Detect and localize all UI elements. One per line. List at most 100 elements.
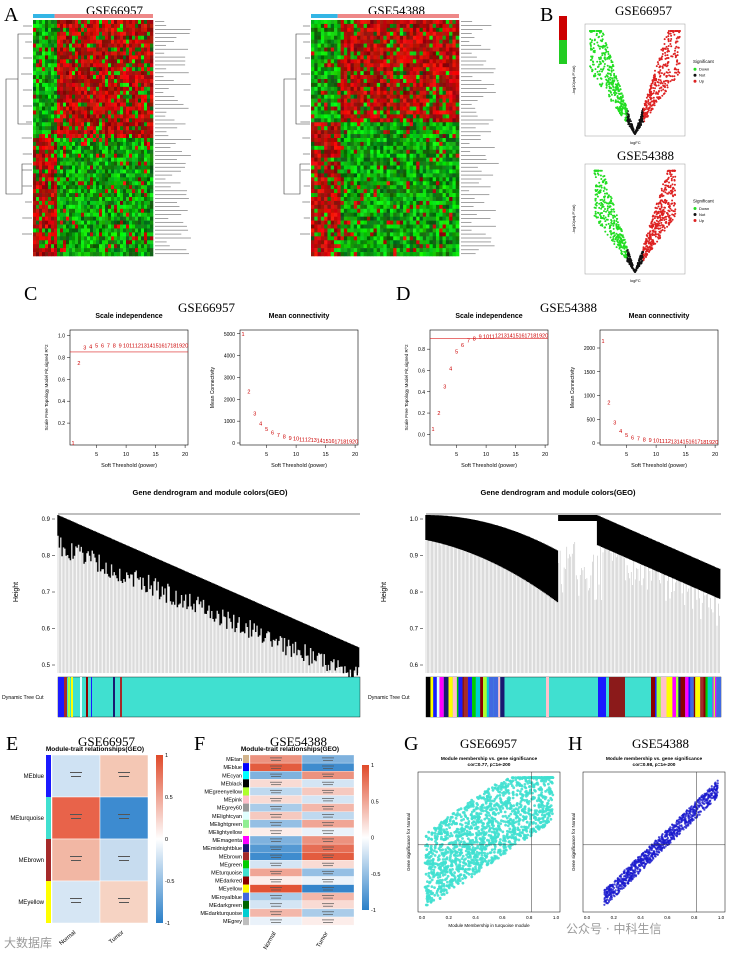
d-dendro-ytick-label: 1.0 <box>410 517 419 523</box>
panel-e-cell-text <box>71 818 81 819</box>
D-r2-point-15: 15 <box>513 333 519 339</box>
panel-a-dendrogram-2 <box>283 25 310 235</box>
dendrogram-right: Gene dendrogram and module colors(GEO) He… <box>368 488 722 718</box>
panel-e-cell-text <box>119 776 129 777</box>
C-r2-ytick-label: 0.4 <box>58 399 65 405</box>
C-scale-independence-xtick-label: 10 <box>123 452 129 458</box>
G-scatter-xtick-label: 1.0 <box>553 915 560 920</box>
C-k-point-10: 10 <box>293 437 299 443</box>
watermark-left: 大数据库 <box>4 936 53 950</box>
panel-label-e: E <box>6 733 19 755</box>
d-tree-cut-band <box>609 677 625 717</box>
d-tree-cut-band <box>546 677 549 717</box>
D-r2-point-11: 11 <box>489 334 495 340</box>
c-dendro-ylabel: Height <box>13 582 20 602</box>
panel-c-dataset: GSE66957 <box>178 300 236 315</box>
C-k-ytick-label: 5000 <box>224 332 235 338</box>
G-scatter-title: Module membership vs. gene significance <box>441 756 538 762</box>
panel-f-cell <box>301 843 355 853</box>
C-k-point-16: 16 <box>328 439 334 445</box>
panel-f-cell-text <box>322 822 334 824</box>
d-dendro-ytick-label: 0.8 <box>410 590 419 596</box>
panel-e-colorbar <box>156 755 163 923</box>
C-k-point-15: 15 <box>323 439 329 445</box>
D-r2-ytick-label: 0.6 <box>418 368 425 374</box>
panel-f-cell-text <box>271 857 281 858</box>
D-k-point-15: 15 <box>683 440 689 446</box>
volcano-gse66957-frame <box>584 23 686 137</box>
C-mean-connectivity-xtick-label: 20 <box>352 452 358 458</box>
G-scatter-xlabel: Module Membership in turquoise module <box>448 923 530 928</box>
panel-f-cell-text <box>270 870 282 872</box>
panel-e-colorbar-label: -0.5 <box>165 879 174 885</box>
panel-f-colorbar-label: 0 <box>371 836 374 842</box>
heatmap-gse66957-group-normal <box>33 14 55 18</box>
volcano-gse66957-legend-title: Significant <box>693 59 715 64</box>
panel-f-cell-text <box>271 873 281 875</box>
H-scatter-xtick-label: 0.0 <box>584 915 591 920</box>
d-tree-cut-band <box>472 677 476 717</box>
C-r2-point-8: 8 <box>113 343 116 349</box>
panel-e-module-color <box>46 881 51 923</box>
panel-f-cell-text <box>270 887 282 888</box>
panel-f-cell <box>301 860 355 869</box>
scatter-panel-h: Module membership vs. gene significancec… <box>571 756 726 920</box>
heatmap-panel-a <box>5 14 499 257</box>
d-tree-cut-band <box>655 677 657 717</box>
panel-f-title: Module-trait relationships(GEO) <box>241 746 339 753</box>
c-tree-cut-band <box>80 677 82 717</box>
G-scatter-points <box>423 776 555 907</box>
c-tree-cut-band <box>91 677 92 717</box>
panel-f-cell-text <box>322 781 334 783</box>
panel-e-cell-text <box>118 856 130 857</box>
d-dendro-ytick-label: 0.7 <box>410 627 419 633</box>
panel-f-module-color <box>243 892 249 901</box>
volcano-panel-b: SignificantDownNotUplogFC-log10(adj.P.Va… <box>559 16 715 283</box>
panel-f-cell-text <box>271 816 281 818</box>
c-tree-cut-band <box>64 677 67 717</box>
panel-f-cell-text <box>322 887 334 888</box>
panel-f-cell-text <box>271 905 281 907</box>
D-k-point-7: 7 <box>637 437 640 443</box>
C-r2-ytick-label: 0.6 <box>58 377 65 383</box>
panel-f-cell-text <box>270 895 282 896</box>
panel-f-cell <box>301 787 355 796</box>
panel-f-cell-text <box>323 873 333 875</box>
D-r2-point-3: 3 <box>443 384 446 390</box>
panel-f-cell-text <box>322 806 334 807</box>
D-r2-ylabel: Scale Free Topology Model Fit,signed R^2 <box>404 344 409 431</box>
panel-f-module-color <box>243 795 249 804</box>
panel-f-cell-text <box>323 897 333 899</box>
panel-e-module-color <box>46 839 51 881</box>
panel-e-cell-text <box>118 772 130 773</box>
C-r2-point-16: 16 <box>158 343 164 349</box>
D-k-ytick-label: 1000 <box>584 394 595 400</box>
panel-e-row-label: MEbrown <box>19 858 44 864</box>
panel-e-colorbar-label: 1 <box>165 753 168 759</box>
panel-f-row-label: MEdarkred <box>215 879 242 885</box>
C-k-point-13: 13 <box>311 438 317 444</box>
panel-d-dataset: GSE54388 <box>540 300 598 315</box>
panel-f-cell <box>249 787 303 796</box>
panel-f-cell-text <box>322 854 334 856</box>
panel-f-cell-text <box>271 800 281 802</box>
D-mean-connectivity-frame <box>599 329 719 446</box>
d-tree-cut-band <box>685 677 689 717</box>
panel-f-cell <box>249 876 303 885</box>
dendrogram-left: Gene dendrogram and module colors(GEO) He… <box>2 488 361 718</box>
G-scatter-xtick-label: 0.2 <box>446 915 453 920</box>
H-scatter-stat: cor=0.98, p=1e-200 <box>633 762 676 768</box>
d-tree-cut-band <box>463 677 468 717</box>
D-k-point-10: 10 <box>653 439 659 445</box>
C-r2-point-15: 15 <box>153 343 159 349</box>
panel-f-row-label: MEpink <box>224 798 243 804</box>
d-tree-cut-band <box>467 677 473 717</box>
D-k-point-12: 12 <box>665 439 671 445</box>
d-tree-cut-band <box>714 677 717 717</box>
panel-f-cell-text <box>271 841 281 842</box>
panel-f-row-label: MEroyalblue <box>211 895 242 901</box>
panel-f-cell-text <box>323 849 333 850</box>
C-k-point-14: 14 <box>317 438 323 444</box>
panel-f-module-color <box>243 884 249 893</box>
c-tree-cut-band <box>86 677 88 717</box>
